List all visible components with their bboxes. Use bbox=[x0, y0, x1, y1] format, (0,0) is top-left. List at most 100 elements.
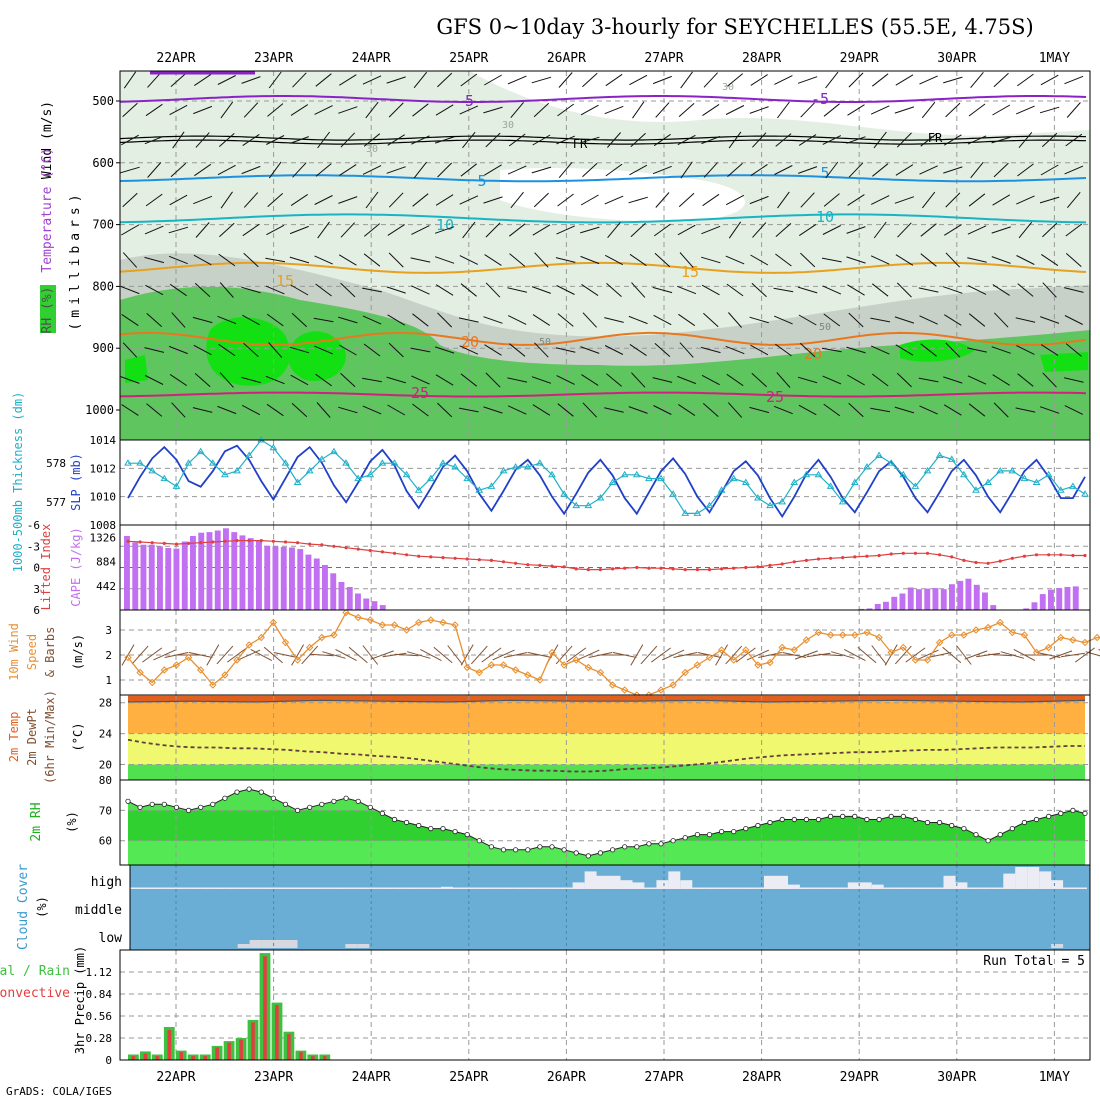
rh-point bbox=[840, 813, 846, 820]
wind-barb bbox=[266, 135, 285, 145]
wind-barb bbox=[944, 314, 962, 326]
wind-speed-point bbox=[620, 686, 629, 694]
rh-plot bbox=[120, 780, 1090, 865]
wind-barb bbox=[242, 314, 260, 326]
wind-barb bbox=[800, 102, 815, 118]
wind-speed-point bbox=[875, 633, 883, 642]
wind-speed-point bbox=[1093, 633, 1100, 642]
wind-barb bbox=[970, 161, 984, 179]
wind-speed-point bbox=[1020, 631, 1029, 639]
cloud-high-bar bbox=[297, 887, 310, 889]
cloud-high-bar bbox=[620, 880, 633, 889]
cloud-high-bar bbox=[405, 887, 418, 889]
wind-barb bbox=[677, 224, 696, 236]
wind-barb bbox=[1016, 345, 1035, 355]
wind-barb bbox=[241, 286, 261, 294]
wind-barb bbox=[192, 316, 213, 324]
wind-barb bbox=[1064, 165, 1084, 175]
cloud-panel: high middle low Cloud Cover (%) bbox=[16, 864, 1091, 951]
cloud-high-bar bbox=[369, 887, 382, 889]
wind-barb bbox=[993, 72, 1009, 88]
wind-speed-point bbox=[669, 681, 677, 689]
wind-barb bbox=[921, 101, 936, 119]
wind-speed-point bbox=[802, 636, 811, 644]
wind-barb bbox=[144, 225, 164, 235]
wind-barb bbox=[218, 133, 235, 147]
rh-point bbox=[294, 807, 301, 814]
wind-barb bbox=[484, 164, 502, 176]
wind-barb bbox=[340, 132, 356, 148]
rh-point bbox=[658, 841, 664, 847]
cloud-high-bar bbox=[704, 887, 717, 889]
cloud-high-bar bbox=[333, 887, 346, 889]
wind-barb bbox=[217, 315, 237, 325]
wind-barb bbox=[462, 221, 476, 239]
wind-barb bbox=[825, 71, 839, 89]
thickness-point bbox=[705, 501, 714, 509]
wind-barb bbox=[147, 162, 162, 178]
precip-convective-bar bbox=[323, 1056, 327, 1060]
rh-area-low bbox=[128, 840, 1085, 865]
wind-barb bbox=[1039, 406, 1060, 414]
thickness-point bbox=[717, 486, 726, 493]
wind-barb bbox=[532, 314, 551, 326]
day-labels-bottom: 22APR 23APR 24APR 25APR 26APR 27APR 28APR 29APR… bbox=[156, 1070, 1070, 1085]
thickness-point bbox=[148, 466, 157, 474]
contour-label: FR bbox=[573, 137, 588, 151]
wind-barb bbox=[773, 405, 793, 415]
thickness-point bbox=[572, 501, 581, 509]
wind-barb bbox=[673, 652, 698, 658]
cloud-high-bar bbox=[153, 887, 166, 889]
lifted-index-point bbox=[829, 556, 833, 560]
cloud-high-bar bbox=[1051, 880, 1064, 889]
thickness-tick: 578 bbox=[46, 457, 66, 470]
precip-convective-bar bbox=[167, 1030, 172, 1060]
wind-barb bbox=[315, 283, 332, 297]
cloud-high-bar bbox=[823, 887, 836, 889]
cloud-high-bar bbox=[130, 887, 142, 889]
cloud-high-bar bbox=[1075, 887, 1087, 889]
cape-bar bbox=[190, 536, 196, 610]
thickness-label: 1000-500mb Thickness (dm) bbox=[11, 392, 25, 573]
contour-label: 30 bbox=[722, 82, 734, 93]
wind-barb bbox=[846, 136, 866, 144]
wind-barb bbox=[193, 344, 212, 356]
wind-barb bbox=[588, 652, 613, 658]
contour-5 bbox=[119, 174, 1087, 183]
wind-barb bbox=[894, 196, 915, 204]
thickness-point bbox=[814, 470, 823, 478]
rh-point bbox=[670, 838, 676, 844]
wind-barb bbox=[289, 225, 309, 235]
wind-barb bbox=[387, 134, 405, 146]
wind-barb bbox=[701, 225, 721, 235]
wind-barb bbox=[701, 374, 720, 386]
cloud-high-bar bbox=[345, 887, 358, 889]
wind-speed-point bbox=[911, 656, 920, 664]
rh-point bbox=[282, 801, 289, 807]
wind-speed-point bbox=[948, 631, 956, 639]
contour-label: 25 bbox=[411, 384, 429, 402]
upper-rh-label: RH (%) bbox=[40, 287, 55, 334]
cloud-high-bar bbox=[644, 887, 657, 889]
wind-speed-point bbox=[378, 621, 387, 629]
thickness-point bbox=[330, 447, 338, 455]
wind-barb bbox=[818, 653, 843, 657]
cloud-high-bar bbox=[716, 887, 729, 889]
cape-bar bbox=[932, 588, 939, 610]
rh-point bbox=[331, 798, 337, 804]
wind-barb bbox=[434, 346, 455, 354]
wind-barb bbox=[412, 193, 429, 207]
rh-point bbox=[755, 822, 761, 829]
thickness-point bbox=[475, 486, 484, 493]
thickness-point bbox=[778, 497, 787, 505]
temp-label-3: (6hr Min/Max) bbox=[43, 690, 57, 784]
wind-barb bbox=[1017, 73, 1034, 87]
wind-barb bbox=[631, 282, 646, 298]
wind-barb bbox=[727, 402, 743, 418]
cloud-high-bar bbox=[931, 887, 944, 889]
wind-barb bbox=[243, 252, 259, 268]
wind-barb bbox=[945, 252, 961, 268]
thickness-point bbox=[221, 470, 229, 478]
wind-speed-point bbox=[863, 628, 871, 637]
wind-barb bbox=[991, 346, 1011, 354]
